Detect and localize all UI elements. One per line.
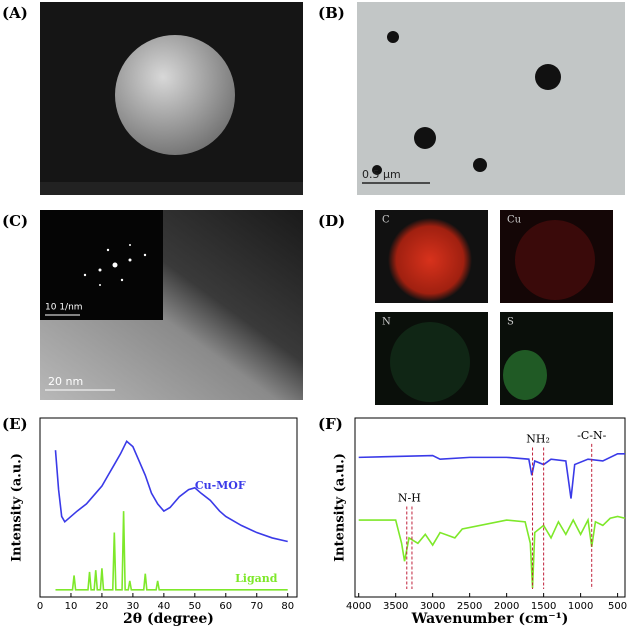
sphere (115, 35, 235, 155)
hole (372, 165, 382, 175)
scale-label: 0.5 μm (362, 168, 401, 181)
plot-frame (354, 417, 626, 598)
annotation-label: NH₂ (526, 432, 550, 445)
x-tick-label: 30 (127, 601, 140, 612)
eds-label: N (382, 317, 391, 328)
x-tick-label: 0 (37, 601, 43, 612)
x-tick-label: 500 (608, 601, 627, 612)
annotation-label: -C-N- (577, 429, 606, 442)
x-tick-label: 2500 (457, 601, 482, 612)
eds-signal (515, 220, 595, 300)
eds-label: C (382, 215, 390, 226)
eds-signal (390, 322, 470, 402)
series-line (55, 511, 288, 591)
panel-label: (B) (318, 4, 345, 22)
x-tick-label: 70 (250, 601, 263, 612)
saed-inset (40, 210, 163, 320)
x-tick-label: 1500 (531, 601, 556, 612)
x-tick-label: 50 (188, 601, 201, 612)
x-tick-label: 1000 (568, 601, 593, 612)
series-line (54, 439, 288, 543)
panel-label: (C) (2, 212, 28, 230)
plot-frame (39, 417, 298, 598)
tem-image (357, 2, 625, 195)
x-tick-label: 80 (281, 601, 294, 612)
eds-label: S (507, 317, 514, 328)
scale-label: 20 nm (48, 375, 83, 388)
hole (535, 64, 561, 90)
x-axis-label: 2θ (degree) (123, 611, 214, 626)
y-axis-label: Intensity (a.u.) (10, 453, 25, 562)
scale-label: 10 1/nm (45, 303, 83, 313)
panel-label: (A) (2, 4, 28, 22)
y-axis-label: Intensity (a.u.) (333, 453, 348, 562)
series-label: Ligand (235, 572, 278, 585)
x-tick-label: 2000 (494, 601, 519, 612)
x-axis-label: Wavenumber (cm⁻¹) (411, 611, 569, 626)
x-tick-label: 20 (96, 601, 109, 612)
panel-label: (E) (2, 415, 28, 433)
series-line (358, 515, 626, 589)
hole (387, 31, 399, 43)
hole (414, 127, 436, 149)
diffraction-spots (83, 244, 147, 286)
x-tick-label: 60 (219, 601, 232, 612)
eds-label: Cu (507, 215, 522, 226)
annotation-label: N-H (398, 492, 421, 505)
x-tick-label: 4000 (346, 601, 371, 612)
x-tick-label: 3000 (420, 601, 445, 612)
panel-label: (D) (318, 212, 345, 230)
x-tick-label: 10 (65, 601, 78, 612)
info-bar (40, 182, 303, 195)
panel-label: (F) (318, 415, 343, 433)
eds-signal (503, 350, 547, 400)
series-label: Cu-MOF (195, 479, 246, 492)
x-tick-label: 40 (157, 601, 170, 612)
eds-signal (388, 218, 472, 302)
x-tick-label: 3500 (383, 601, 408, 612)
hole (473, 158, 487, 172)
